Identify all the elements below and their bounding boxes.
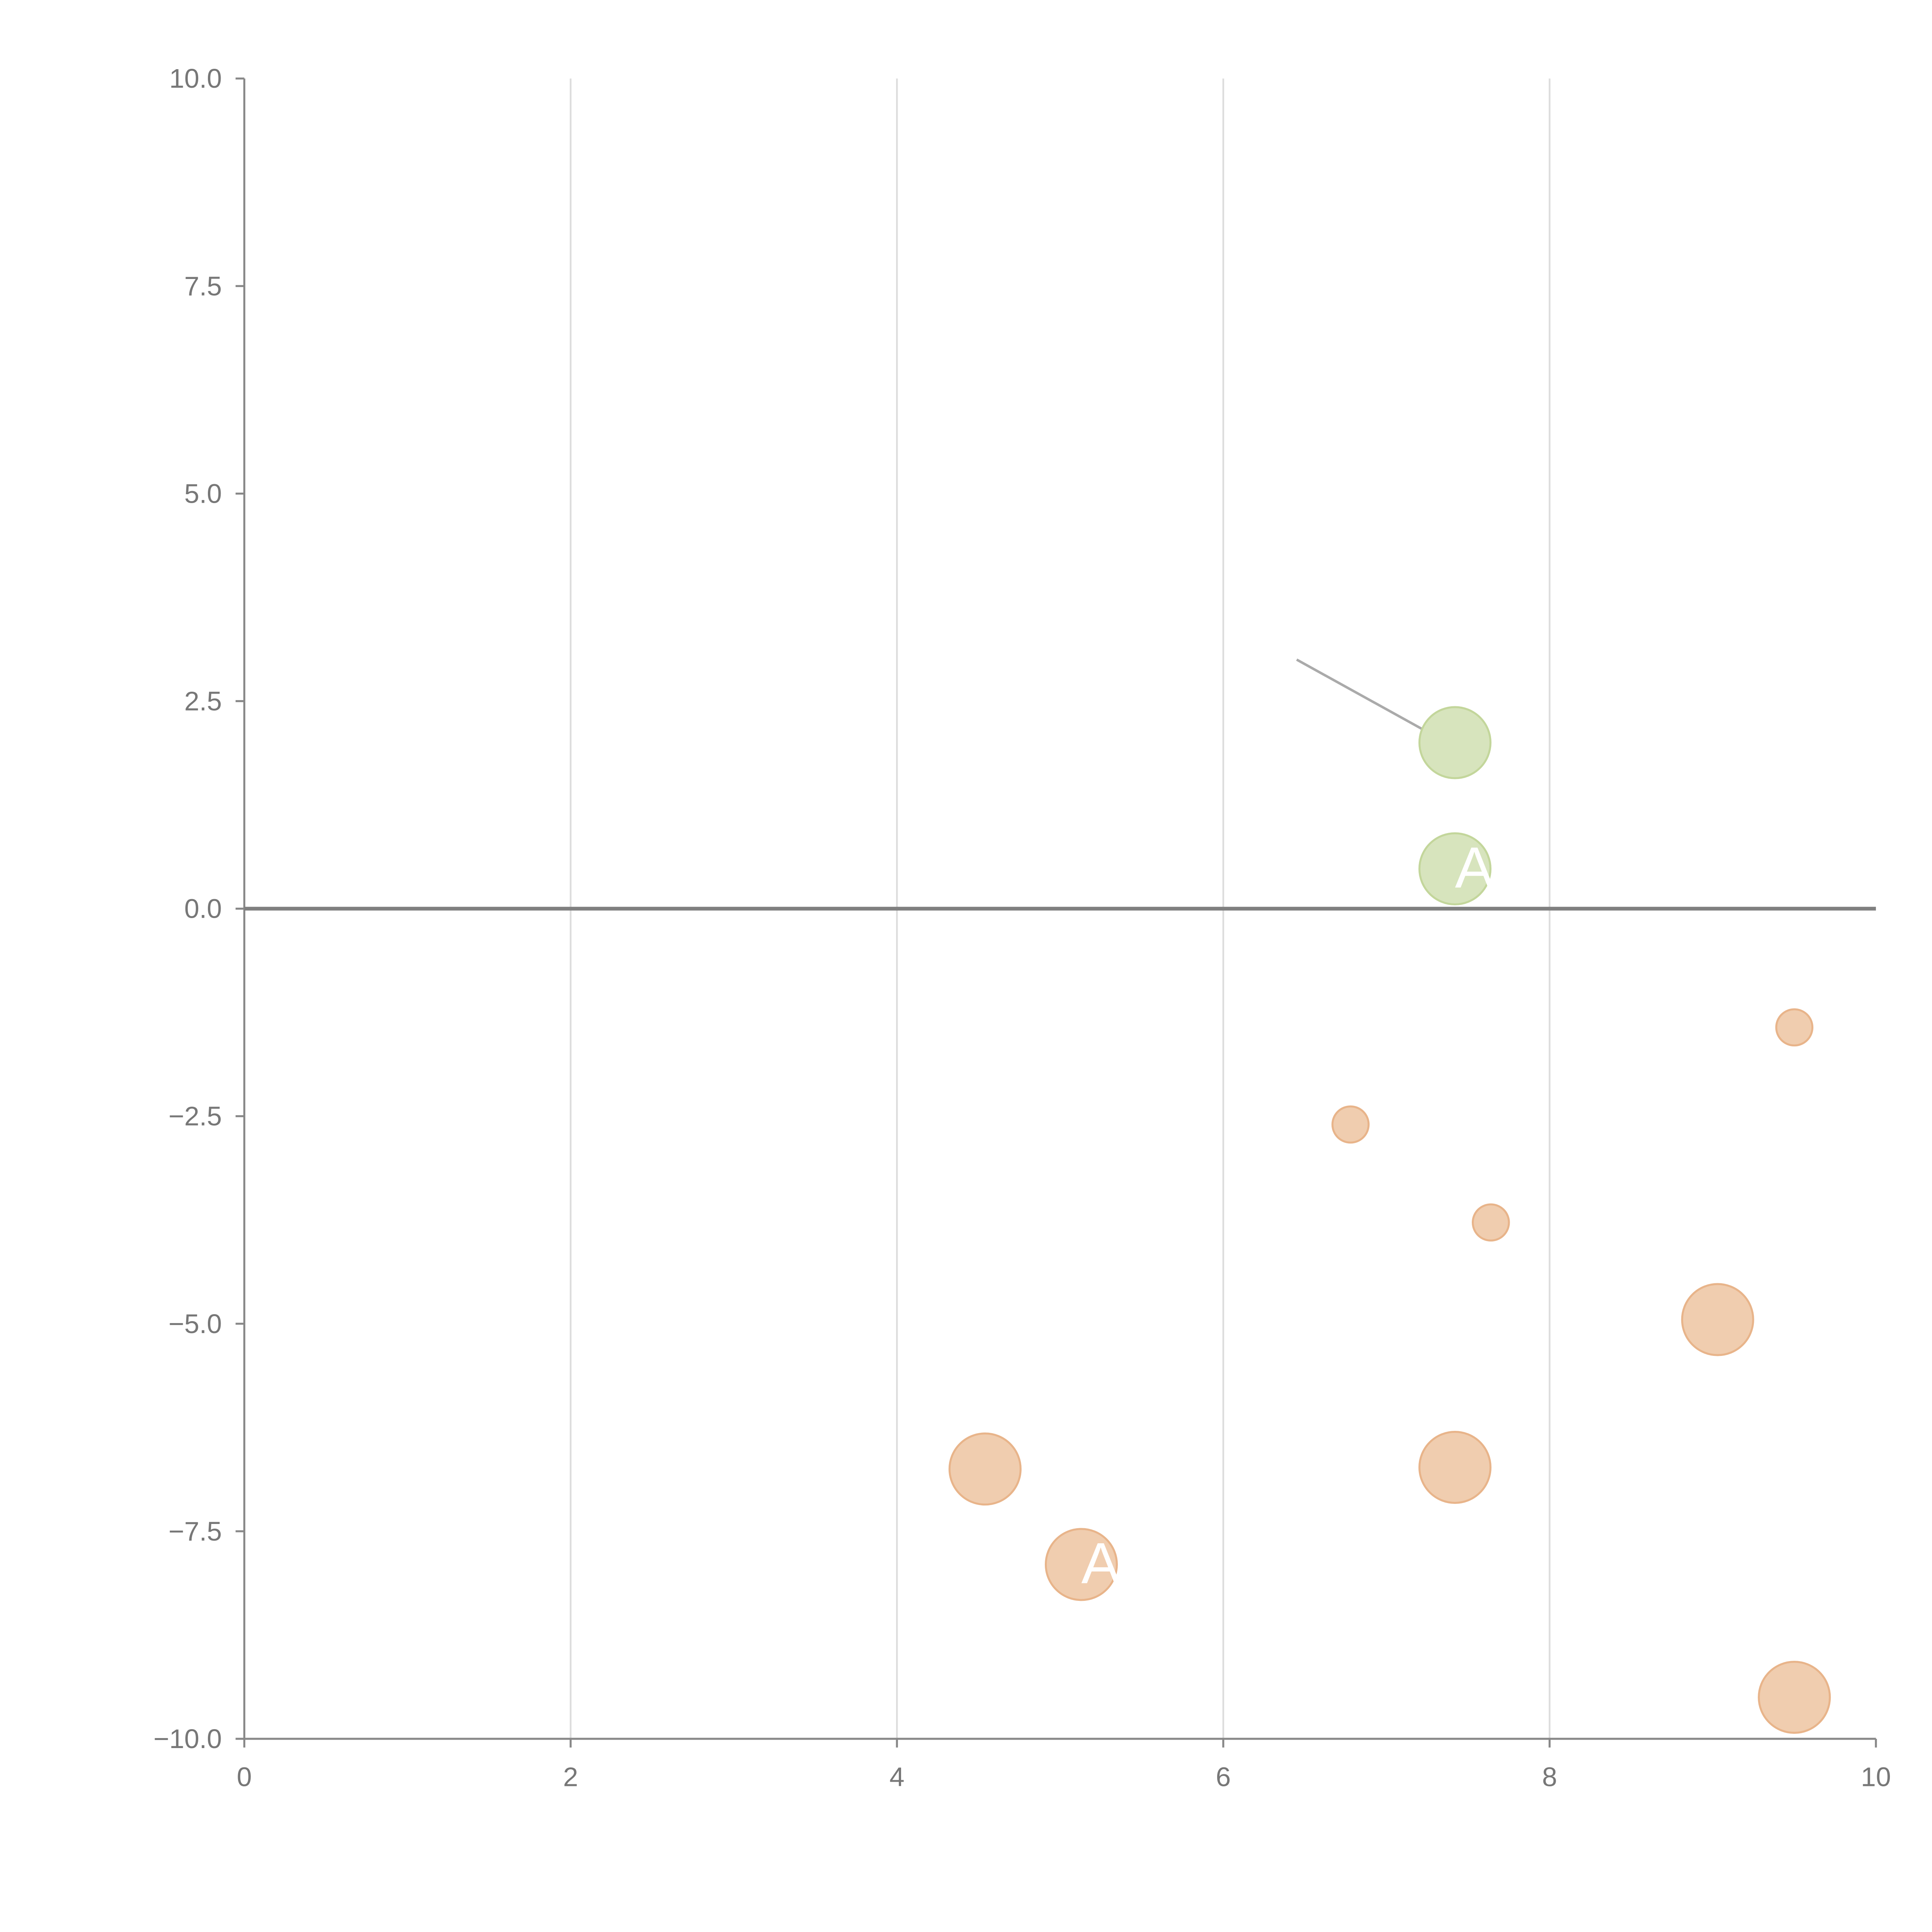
- data-point-7[interactable]: [1418, 1430, 1492, 1504]
- point-label-1: A: [1455, 835, 1493, 900]
- y-tick-label: 2.5: [184, 686, 222, 716]
- y-tick-label: −10.0: [153, 1724, 222, 1754]
- y-tick-label: −2.5: [168, 1101, 222, 1131]
- y-tick-label: −5.0: [168, 1309, 222, 1339]
- x-tick-label: 0: [237, 1762, 252, 1792]
- data-point-4[interactable]: [1471, 1203, 1510, 1242]
- data-point-3[interactable]: [1331, 1105, 1370, 1144]
- data-point-0[interactable]: [1418, 706, 1492, 779]
- data-point-1[interactable]: [1418, 832, 1492, 906]
- data-point-8[interactable]: [1044, 1528, 1118, 1601]
- point-label-8: A: [1081, 1531, 1120, 1595]
- axis-layer: 10.0 7.5 5.0 2.5 0.0 −2.5 −5.0 −7.5 −10.0 0 2 4 6 8 10: [153, 63, 1891, 1792]
- x-tick-label: 2: [563, 1762, 578, 1792]
- data-point-2[interactable]: [1775, 1008, 1814, 1047]
- data-point-5[interactable]: [1681, 1283, 1754, 1356]
- x-tick-label: 6: [1216, 1762, 1231, 1792]
- label-layer: AA: [1081, 835, 1493, 1595]
- x-tick-label: 4: [889, 1762, 905, 1792]
- y-tick-label: 10.0: [169, 63, 222, 94]
- y-tick-label: 5.0: [184, 478, 222, 509]
- y-tick-label: 0.0: [184, 894, 222, 924]
- y-tick-label: −7.5: [168, 1516, 222, 1546]
- x-tick-label: 10: [1861, 1762, 1891, 1792]
- y-tick-label: 7.5: [184, 271, 222, 301]
- data-point-6[interactable]: [948, 1432, 1022, 1506]
- x-tick-label: 8: [1542, 1762, 1557, 1792]
- data-point-9[interactable]: [1758, 1661, 1831, 1734]
- point-layer: [948, 706, 1831, 1734]
